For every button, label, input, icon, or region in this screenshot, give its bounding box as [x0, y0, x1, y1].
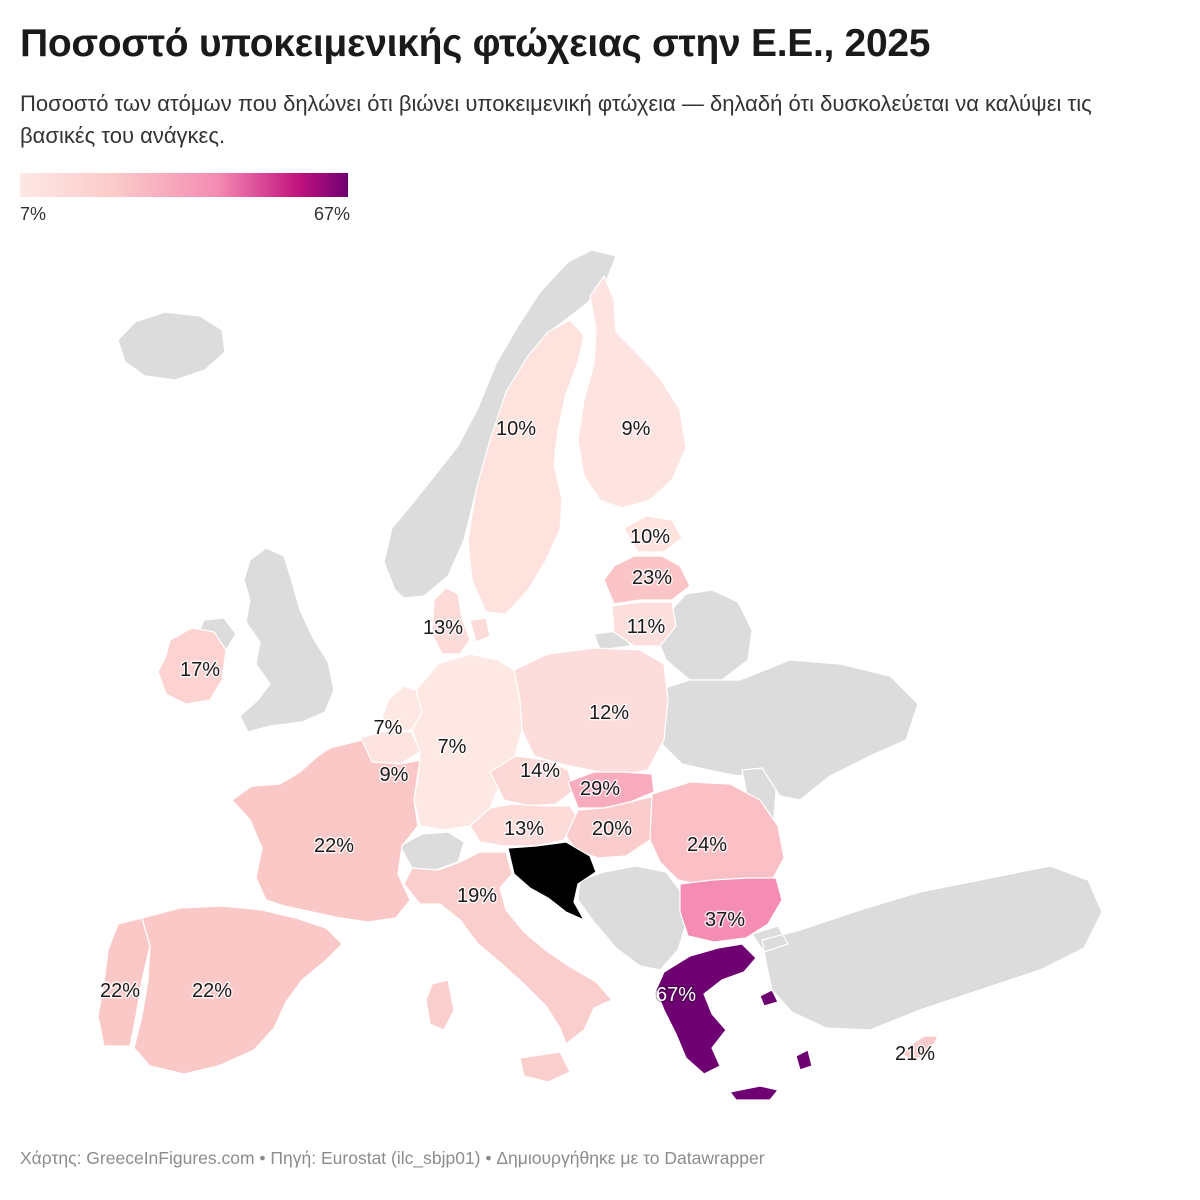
greece-shape — [655, 943, 813, 1101]
label-denmark: 13% — [423, 617, 463, 639]
lithuania-shape — [611, 601, 677, 647]
croatia-slovenia-shape — [507, 841, 597, 921]
label-finland: 9% — [622, 418, 651, 440]
belarus-shape — [657, 589, 753, 681]
label-germany: 7% — [438, 736, 467, 758]
denmark-shape — [431, 587, 491, 655]
sweden-shape — [467, 319, 585, 615]
label-hungary: 20% — [592, 818, 632, 840]
label-estonia: 10% — [630, 526, 670, 548]
legend-max-label: 67% — [313, 204, 350, 224]
latvia-shape — [603, 555, 691, 605]
poland-shape — [513, 647, 669, 777]
finland-shape — [577, 275, 687, 509]
color-legend: 7% 67% — [20, 173, 350, 224]
label-bulgaria: 37% — [705, 909, 745, 931]
chart-title: Ποσοστό υποκειμενικής φτώχειας στην Ε.Ε.… — [20, 22, 931, 65]
label-romania: 24% — [687, 834, 727, 856]
label-sweden: 10% — [496, 418, 536, 440]
label-portugal: 22% — [100, 980, 140, 1002]
slovakia-shape — [567, 771, 655, 809]
label-poland: 12% — [589, 702, 629, 724]
label-italy: 19% — [457, 885, 497, 907]
norway-shape — [383, 249, 617, 599]
ireland-shape — [157, 627, 227, 705]
country-value-labels: 10% 9% 10% 23% 11% 13% 17% 7% 7% 12% 9% … — [98, 417, 936, 1067]
label-france: 22% — [314, 835, 354, 857]
italy-shape — [403, 851, 613, 1083]
label-austria: 13% — [504, 818, 544, 840]
source-footer: Χάρτης: GreeceInFigures.com • Πηγή: Euro… — [20, 1148, 765, 1168]
europe-map: 10% 9% 10% 23% 11% 13% 17% 7% 7% 12% 9% … — [0, 240, 1200, 1140]
label-spain: 22% — [192, 980, 232, 1002]
turkey-shape — [751, 865, 1103, 1031]
label-greece: 67% — [656, 984, 696, 1006]
france-shape — [231, 739, 421, 923]
legend-gradient-bar — [20, 173, 348, 197]
iceland-shape — [117, 311, 226, 381]
label-ireland: 17% — [180, 659, 220, 681]
bulgaria-shape — [679, 877, 783, 943]
spain-shape — [133, 905, 343, 1075]
germany-shape — [411, 653, 523, 831]
balkans-shape — [577, 865, 687, 971]
label-netherlands: 7% — [374, 717, 403, 739]
estonia-shape — [623, 515, 683, 553]
legend-min-label: 7% — [20, 204, 47, 224]
label-lithuania: 11% — [627, 616, 666, 638]
cyprus-shape — [899, 1035, 939, 1063]
ukraine-shape — [651, 659, 919, 801]
chart-subtitle: Ποσοστό των ατόμων που δηλώνει ότι βιώνε… — [20, 91, 1092, 148]
label-slovakia: 29% — [580, 778, 620, 800]
label-belgium: 9% — [380, 764, 409, 786]
label-cyprus: 21% — [895, 1043, 935, 1065]
label-czechia: 14% — [520, 760, 560, 782]
label-latvia: 23% — [632, 567, 672, 589]
